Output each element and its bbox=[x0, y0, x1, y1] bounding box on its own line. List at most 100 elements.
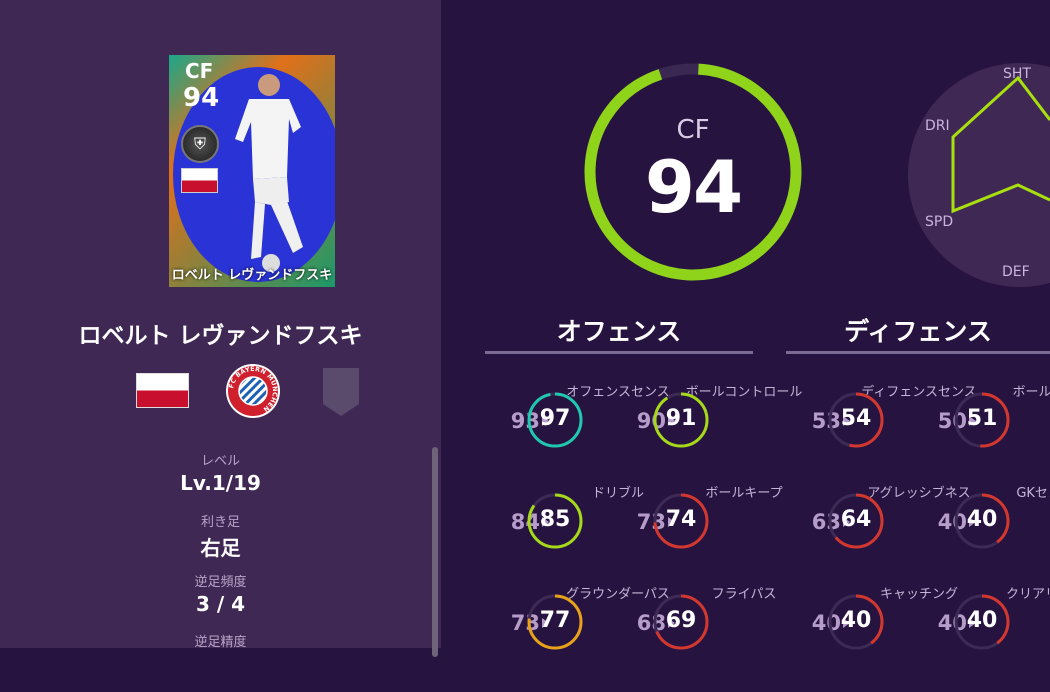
stat-label: ボール奪取 bbox=[1012, 385, 1050, 400]
foot-value: 右足 bbox=[200, 536, 241, 560]
stat-offense-3[interactable]: ボールキープ 73 74 bbox=[637, 486, 807, 591]
stat-offense-0[interactable]: オフェンスセンス 93 97 bbox=[511, 385, 681, 490]
stat-value: 40 bbox=[966, 507, 998, 532]
stat-label: ボールコントロール bbox=[685, 385, 803, 400]
stat-label: オフェンスセンス bbox=[566, 385, 670, 400]
overall-position: CF bbox=[676, 115, 710, 145]
arrow-right-icon bbox=[969, 618, 976, 628]
stat-label: アグレッシブネス bbox=[867, 486, 971, 501]
stat-ring bbox=[828, 493, 884, 549]
stat-previous-value: 90 bbox=[636, 409, 666, 433]
stat-value: 97 bbox=[539, 406, 571, 431]
stat-ring bbox=[653, 493, 709, 549]
stat-value: 51 bbox=[966, 406, 998, 431]
club-logo-icon[interactable]: FC BAYERN MÜNCHEN bbox=[225, 363, 281, 419]
stat-ring bbox=[527, 493, 583, 549]
stat-ring bbox=[527, 392, 583, 448]
arrow-right-icon bbox=[969, 416, 976, 426]
stat-ring bbox=[828, 392, 884, 448]
arrow-right-icon bbox=[542, 416, 549, 426]
weak-foot-usage-value: 3 / 4 bbox=[195, 592, 246, 616]
stat-label: ディフェンスセンス bbox=[861, 385, 977, 400]
stat-label: クリアリング bbox=[1005, 587, 1050, 602]
nationality-flag-icon[interactable] bbox=[136, 373, 189, 408]
arrow-right-icon bbox=[668, 416, 675, 426]
info-level: レベル Lv.1/19 bbox=[0, 450, 441, 495]
stat-offense-2[interactable]: ドリブル 84 85 bbox=[511, 486, 681, 591]
stat-value: 54 bbox=[840, 406, 872, 431]
stat-defense-0[interactable]: ディフェンスセンス 53 54 bbox=[812, 385, 982, 490]
stat-value: 40 bbox=[840, 608, 872, 633]
stat-previous-value: 68 bbox=[636, 611, 666, 635]
stat-label: ボールキープ bbox=[705, 486, 783, 501]
stat-value: 74 bbox=[665, 507, 697, 532]
stat-previous-value: 40 bbox=[937, 611, 967, 635]
card-player-name: ロベルト レヴァンドフスキ bbox=[171, 268, 333, 283]
stat-value: 64 bbox=[840, 507, 872, 532]
arrow-right-icon bbox=[969, 517, 976, 527]
stat-label: キャッチング bbox=[879, 587, 958, 602]
player-name: ロベルト レヴァンドフスキ bbox=[78, 323, 363, 349]
stat-value: 69 bbox=[665, 608, 697, 633]
stat-previous-value: 84 bbox=[510, 510, 540, 534]
arrow-right-icon bbox=[542, 618, 549, 628]
stat-defense-5[interactable]: クリアリング 40 40 bbox=[938, 587, 1050, 692]
radar-label-spd: SPD bbox=[925, 214, 954, 230]
stat-value: 91 bbox=[665, 406, 697, 431]
stat-defense-2[interactable]: アグレッシブネス 63 64 bbox=[812, 486, 982, 591]
offense-divider bbox=[485, 351, 753, 354]
stat-previous-value: 93 bbox=[510, 409, 540, 433]
stat-value: 40 bbox=[966, 608, 998, 633]
stat-previous-value: 40 bbox=[811, 611, 841, 635]
stat-offense-4[interactable]: グラウンダーパス 73 77 bbox=[511, 587, 681, 692]
arrow-right-icon bbox=[843, 618, 850, 628]
radar-chart bbox=[908, 63, 1050, 287]
stat-label: GKセンス bbox=[1016, 486, 1050, 501]
weak-foot-accuracy-label: 逆足精度 bbox=[194, 635, 247, 650]
level-value: Lv.1/19 bbox=[180, 471, 261, 495]
arrow-right-icon bbox=[843, 517, 850, 527]
card-overall: 94 bbox=[183, 83, 220, 113]
stat-value: 85 bbox=[539, 507, 571, 532]
stat-defense-3[interactable]: GKセンス 40 40 bbox=[938, 486, 1050, 591]
scrollbar[interactable] bbox=[432, 447, 438, 657]
info-weak-foot-accuracy: 逆足精度 bbox=[0, 631, 441, 650]
arrow-right-icon bbox=[542, 517, 549, 527]
level-label: レベル bbox=[200, 454, 240, 469]
player-card[interactable]: CF 94 ⛨ ロベルト レヴァンドフスキ bbox=[169, 55, 335, 287]
stat-ring bbox=[954, 493, 1010, 549]
stat-label: グラウンダーパス bbox=[566, 587, 670, 602]
radar-label-def: DEF bbox=[1002, 264, 1030, 280]
card-position: CF bbox=[185, 59, 214, 83]
stat-offense-5[interactable]: フライパス 68 69 bbox=[637, 587, 807, 692]
stat-label: ドリブル bbox=[591, 486, 644, 501]
arrow-right-icon bbox=[843, 416, 850, 426]
stat-previous-value: 50 bbox=[937, 409, 967, 433]
weak-foot-usage-label: 逆足頻度 bbox=[194, 575, 247, 590]
defense-heading: ディフェンス bbox=[844, 317, 992, 346]
club-crest-icon: ⛨ bbox=[181, 125, 219, 163]
stat-value: 77 bbox=[539, 608, 571, 633]
stat-ring bbox=[653, 392, 709, 448]
radar-label-dri: DRI bbox=[925, 118, 950, 134]
player-image bbox=[235, 74, 303, 272]
stat-previous-value: 63 bbox=[811, 510, 841, 534]
stat-previous-value: 40 bbox=[937, 510, 967, 534]
info-foot: 利き足 右足 bbox=[0, 511, 441, 561]
empty-emblem-icon bbox=[323, 368, 359, 416]
foot-label: 利き足 bbox=[200, 515, 240, 530]
arrow-right-icon bbox=[668, 618, 675, 628]
poland-flag-icon bbox=[181, 168, 218, 193]
stat-previous-value: 73 bbox=[510, 611, 540, 635]
arrow-right-icon bbox=[668, 517, 675, 527]
info-weak-foot-usage: 逆足頻度 3 / 4 bbox=[0, 571, 441, 616]
stat-label: フライパス bbox=[711, 587, 777, 602]
offense-heading: オフェンス bbox=[556, 317, 682, 346]
stat-defense-1[interactable]: ボール奪取 50 51 bbox=[938, 385, 1050, 490]
overall-rating: 94 bbox=[644, 145, 743, 229]
player-profile-panel: CF 94 ⛨ ロベルト レヴァンドフスキ ロベルト レヴァンドフスキ FC B… bbox=[0, 0, 441, 657]
stat-ring bbox=[954, 392, 1010, 448]
stat-offense-1[interactable]: ボールコントロール 90 91 bbox=[637, 385, 807, 490]
defense-divider bbox=[786, 351, 1050, 354]
overall-ring bbox=[584, 63, 802, 281]
